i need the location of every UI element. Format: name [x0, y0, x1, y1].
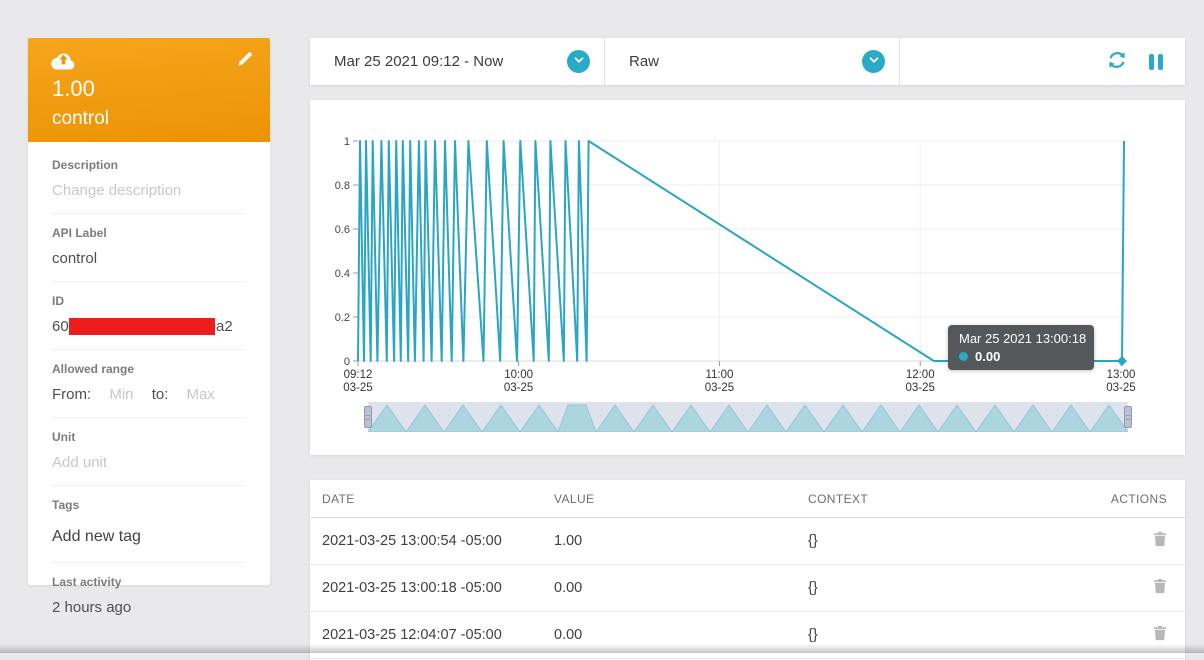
- header-context: CONTEXT: [808, 491, 869, 506]
- trash-icon: [1153, 531, 1167, 550]
- header-value: VALUE: [554, 491, 595, 506]
- unit-label: Unit: [52, 430, 76, 444]
- aggregation-dropdown-button[interactable]: [862, 50, 885, 73]
- row-context: {}: [808, 580, 818, 596]
- header-date: DATE: [322, 491, 355, 506]
- id-redaction: [68, 318, 215, 335]
- row-date: 2021-03-25 13:00:54 -05:00: [322, 533, 502, 549]
- svg-text:13:00: 13:00: [1107, 369, 1136, 381]
- description-field: Description Change description: [52, 146, 246, 214]
- date-range-dropdown-button[interactable]: [567, 50, 590, 73]
- svg-text:0.2: 0.2: [335, 312, 350, 324]
- delete-button[interactable]: [1153, 531, 1167, 550]
- svg-text:03-25: 03-25: [905, 382, 934, 394]
- pause-icon: [1149, 53, 1163, 70]
- chevron-down-icon: [867, 53, 881, 70]
- allowed-range-field: Allowed range From: Min to: Max: [52, 350, 246, 418]
- header-actions: ACTIONS: [1110, 491, 1167, 506]
- row-date: 2021-03-25 12:04:07 -05:00: [322, 627, 502, 643]
- svg-text:03-25: 03-25: [343, 382, 372, 394]
- id-field: ID 60 9a2: [52, 282, 246, 350]
- svg-text:11:00: 11:00: [705, 369, 733, 381]
- last-activity-field: Last activity 2 hours ago: [52, 563, 246, 630]
- tooltip-value: 0.00: [975, 349, 1001, 364]
- svg-text:0.8: 0.8: [335, 180, 350, 192]
- row-value: 0.00: [554, 580, 583, 596]
- navigator-right-handle[interactable]: [1124, 406, 1132, 428]
- allowed-range-row: From: Min to: Max: [52, 386, 246, 403]
- chevron-down-icon: [572, 53, 586, 70]
- last-activity-value: 2 hours ago: [52, 599, 132, 616]
- series-dot-icon: [959, 352, 968, 361]
- range-max-input[interactable]: Max: [186, 386, 215, 403]
- id-label: ID: [52, 294, 64, 308]
- variable-name: control: [52, 108, 110, 129]
- variable-fields: Description Change description API Label…: [28, 142, 270, 630]
- tooltip-timestamp: Mar 25 2021 13:00:18: [959, 331, 1087, 346]
- description-label: Description: [52, 158, 119, 172]
- table-row: 2021-03-25 13:00:54 -05:00 1.00 {}: [310, 518, 1185, 565]
- svg-text:03-25: 03-25: [705, 382, 734, 394]
- unit-input[interactable]: Add unit: [52, 454, 108, 471]
- svg-text:09:12: 09:12: [344, 369, 373, 381]
- delete-button[interactable]: [1153, 578, 1167, 597]
- tags-label: Tags: [52, 498, 80, 512]
- aggregation-selector[interactable]: Raw: [605, 38, 900, 85]
- tags-field: Tags Add new tag: [52, 486, 246, 563]
- range-min-input[interactable]: Min: [109, 386, 134, 403]
- pencil-icon: [236, 52, 254, 71]
- data-table-body: 2021-03-25 13:00:54 -05:00 1.00 {} 2021-…: [310, 518, 1185, 659]
- table-header-row: DATE VALUE CONTEXT ACTIONS: [310, 480, 1185, 518]
- description-input[interactable]: Change description: [52, 182, 182, 199]
- table-row: 2021-03-25 13:00:18 -05:00 0.00 {}: [310, 565, 1185, 612]
- api-label-label: API Label: [52, 226, 107, 240]
- range-from-label: From:: [52, 386, 92, 403]
- edit-variable-button[interactable]: [236, 50, 254, 71]
- chart-navigator[interactable]: [364, 402, 1132, 434]
- navigator-left-handle[interactable]: [364, 406, 372, 428]
- chart-toolbar: Mar 25 2021 09:12 - Now Raw: [310, 38, 1185, 85]
- svg-text:03-25: 03-25: [1106, 382, 1135, 394]
- allowed-range-label: Allowed range: [52, 362, 135, 376]
- refresh-button[interactable]: [1107, 50, 1127, 73]
- svg-text:03-25: 03-25: [504, 382, 533, 394]
- chart-panel: 0 0.2 0.4 0.6 0.8 1 09:12 03-25 10:00 03-25 11:00 0…: [310, 100, 1185, 455]
- last-activity-label: Last activity: [52, 575, 122, 589]
- row-context: {}: [808, 627, 818, 643]
- values-table: DATE VALUE CONTEXT ACTIONS 2021-03-25 13…: [310, 480, 1185, 660]
- row-value: 0.00: [554, 627, 583, 643]
- trash-icon: [1153, 578, 1167, 597]
- svg-text:0.6: 0.6: [335, 224, 350, 236]
- row-value: 1.00: [554, 533, 583, 549]
- id-value: 60 9a2: [52, 318, 233, 335]
- unit-field: Unit Add unit: [52, 418, 246, 486]
- svg-text:10:00: 10:00: [504, 369, 533, 381]
- api-label-field: API Label control: [52, 214, 246, 282]
- bottom-fade: [0, 644, 1204, 653]
- aggregation-value: Raw: [629, 53, 660, 70]
- variable-card: 1.00 control Description Change descript…: [28, 38, 270, 616]
- variable-last-value: 1.00: [52, 76, 95, 101]
- trash-icon: [1153, 625, 1167, 644]
- svg-text:1: 1: [344, 136, 350, 148]
- chart-tooltip: Mar 25 2021 13:00:18 0.00: [948, 325, 1094, 370]
- date-range-value: Mar 25 2021 09:12 - Now: [334, 53, 504, 70]
- api-label-value[interactable]: control: [52, 250, 98, 267]
- add-tag-input[interactable]: Add new tag: [52, 528, 141, 545]
- svg-text:0: 0: [344, 356, 350, 368]
- svg-text:0.4: 0.4: [335, 268, 350, 280]
- svg-text:12:00: 12:00: [906, 369, 935, 381]
- row-date: 2021-03-25 13:00:18 -05:00: [322, 580, 502, 596]
- date-range-selector[interactable]: Mar 25 2021 09:12 - Now: [310, 38, 605, 85]
- cloud-upload-icon: [50, 51, 77, 75]
- variable-card-header: 1.00 control: [28, 38, 270, 142]
- refresh-icon: [1107, 50, 1127, 73]
- row-context: {}: [808, 533, 818, 549]
- toolbar-actions: [900, 38, 1185, 85]
- range-to-label: to:: [151, 386, 169, 403]
- delete-button[interactable]: [1153, 625, 1167, 644]
- pause-button[interactable]: [1149, 53, 1163, 70]
